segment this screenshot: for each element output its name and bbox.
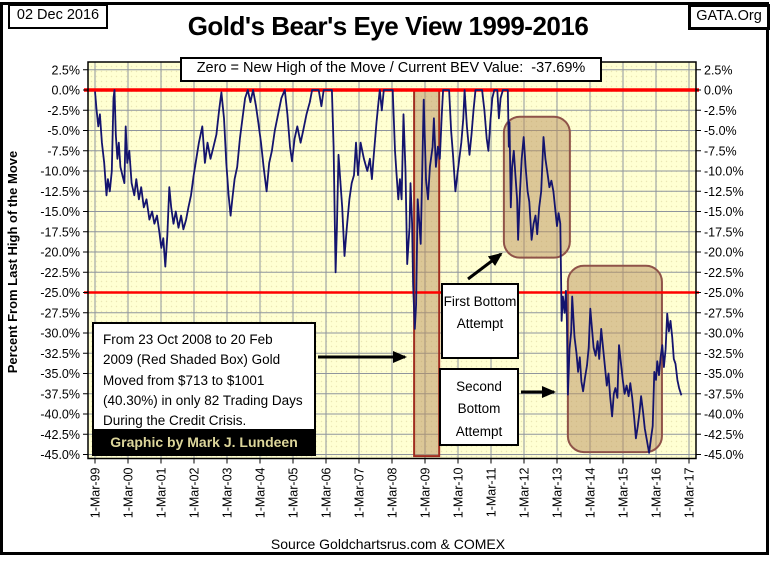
y-axis-tick-label: -27.5%	[40, 306, 80, 320]
first-bottom-attempt-label: First Bottom Attempt	[441, 283, 519, 359]
y-axis-tick-label: -2.5%	[704, 104, 737, 118]
x-axis-tick-label: 1-Mar-07	[353, 467, 367, 518]
y-axis-tick-label: -7.5%	[704, 144, 737, 158]
y-axis-tick-label: -22.5%	[40, 266, 80, 280]
y-axis-tick-label: -20.0%	[40, 246, 80, 260]
y-axis-tick-label: -27.5%	[704, 306, 744, 320]
x-axis-tick-label: 1-Mar-08	[386, 467, 400, 518]
credit-crisis-note: From 23 Oct 2008 to 20 Feb 2009 (Red Sha…	[92, 322, 316, 439]
x-axis-tick-label: 1-Mar-06	[320, 467, 334, 518]
y-axis-tick-label: -25.0%	[704, 286, 744, 300]
y-axis-tick-label: -17.5%	[704, 225, 744, 239]
y-axis-tick-label: 0.0%	[704, 84, 733, 98]
y-axis-tick-label: -32.5%	[40, 347, 80, 361]
y-axis-tick-label: -15.0%	[40, 205, 80, 219]
x-axis-tick-label: 1-Mar-13	[551, 467, 565, 518]
y-axis-tick-label: -42.5%	[40, 428, 80, 442]
y-axis-tick-label: -5.0%	[47, 124, 80, 138]
y-axis-tick-label: -25.0%	[40, 286, 80, 300]
y-axis-tick-label: -35.0%	[40, 367, 80, 381]
source-credit: Source Goldchartsrus.com & COMEX	[270, 536, 506, 552]
y-axis-title: Percent From Last High of the Move	[5, 151, 20, 373]
y-axis-tick-label: -40.0%	[40, 408, 80, 422]
first-bottom-attempt-region	[502, 115, 571, 259]
y-axis-tick-label: -12.5%	[704, 185, 744, 199]
x-axis-tick-label: 1-Mar-12	[518, 467, 532, 518]
y-axis-tick-label: -30.0%	[704, 327, 744, 341]
y-axis-tick-label: -35.0%	[704, 367, 744, 381]
graphic-credit-bar: Graphic by Mark J. Lundeen	[92, 429, 316, 456]
y-axis-tick-label: -10.0%	[40, 165, 80, 179]
second-bottom-attempt-label: Second Bottom Attempt	[439, 368, 519, 446]
y-axis-tick-label: -20.0%	[704, 246, 744, 260]
y-axis-tick-label: -37.5%	[40, 387, 80, 401]
y-axis-tick-label: -10.0%	[704, 165, 744, 179]
org-box: GATA.Org	[688, 4, 770, 30]
gold-bev-series-line	[94, 89, 683, 454]
y-axis-tick-label: -12.5%	[40, 185, 80, 199]
outer-border-frame	[0, 2, 769, 555]
y-axis-tick-label: -22.5%	[704, 266, 744, 280]
x-axis-tick-label: 1-Mar-04	[254, 467, 268, 518]
x-axis-tick-label: 1-Mar-01	[155, 467, 169, 518]
x-axis-tick-label: 1-Mar-10	[452, 467, 466, 518]
y-axis-tick-label: -7.5%	[47, 144, 80, 158]
y-axis-tick-label: -5.0%	[704, 124, 737, 138]
y-axis-tick-label: -45.0%	[40, 448, 80, 462]
x-axis-tick-label: 1-Mar-99	[89, 467, 103, 518]
x-axis-tick-label: 1-Mar-17	[683, 467, 697, 518]
org-label: GATA.Org	[696, 8, 762, 24]
y-axis-tick-label: -40.0%	[704, 408, 744, 422]
x-axis-tick-label: 1-Mar-14	[584, 467, 598, 518]
y-axis-tick-label: -42.5%	[704, 428, 744, 442]
chart-subtitle-box: Zero = New High of the Move / Current BE…	[180, 57, 602, 82]
date-stamp-box: 02 Dec 2016	[8, 4, 108, 29]
x-axis-tick-label: 1-Mar-02	[188, 467, 202, 518]
x-axis-tick-label: 1-Mar-16	[650, 467, 664, 518]
y-axis-tick-label: 0.0%	[52, 84, 81, 98]
x-axis-tick-label: 1-Mar-15	[617, 467, 631, 518]
y-axis-tick-label: 2.5%	[704, 63, 733, 77]
x-axis-tick-label: 1-Mar-09	[419, 467, 433, 518]
x-axis-tick-label: 1-Mar-03	[221, 467, 235, 518]
y-axis-tick-label: -37.5%	[704, 387, 744, 401]
y-axis-tick-label: -45.0%	[704, 448, 744, 462]
x-axis-tick-label: 1-Mar-11	[485, 467, 499, 517]
x-axis-tick-label: 1-Mar-05	[287, 467, 301, 518]
y-axis-tick-label: -32.5%	[704, 347, 744, 361]
y-axis-tick-label: -17.5%	[40, 225, 80, 239]
y-axis-tick-label: -30.0%	[40, 327, 80, 341]
y-axis-tick-label: -2.5%	[47, 104, 80, 118]
y-axis-tick-label: -15.0%	[704, 205, 744, 219]
y-axis-tick-label: 2.5%	[52, 63, 81, 77]
date-stamp: 02 Dec 2016	[16, 7, 100, 23]
page-title: Gold's Bear's Eye View 1999-2016	[187, 11, 589, 41]
annotation-arrow	[467, 252, 503, 281]
x-axis-tick-label: 1-Mar-00	[122, 467, 136, 518]
